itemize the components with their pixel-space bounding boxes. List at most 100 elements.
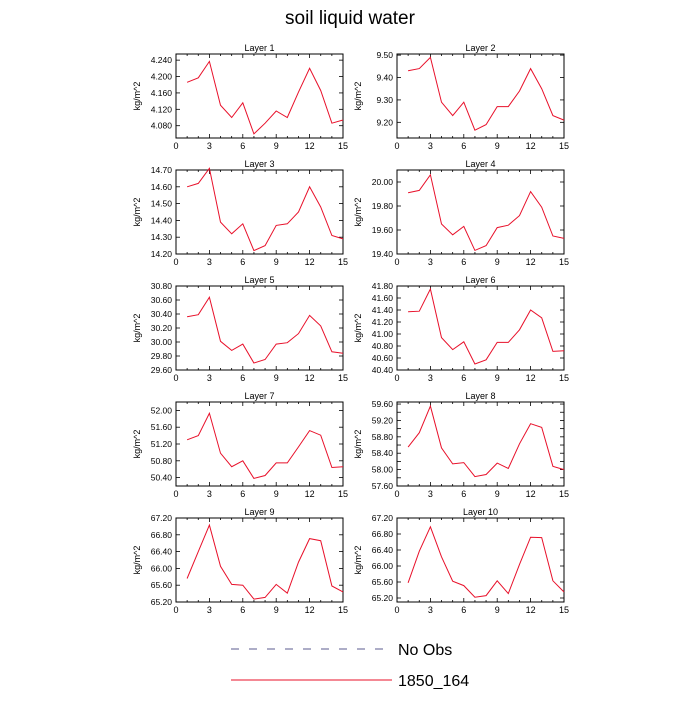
x-tick-label: 9	[495, 489, 500, 499]
panel-7: Layer 7 kg/m^2 0 3 6 9 12 15 50.40 50.80 51.20 51.6…	[132, 391, 348, 499]
y-tick-label: 14.40	[151, 215, 173, 225]
x-tick-label: 3	[428, 489, 433, 499]
series-line-1850_164	[407, 173, 565, 252]
y-tick-label: 4.120	[151, 104, 173, 114]
panel-frame	[175, 285, 344, 371]
x-tick-label: 6	[240, 605, 245, 615]
x-tick-label: 9	[495, 257, 500, 267]
series-line-1850_164	[186, 523, 344, 600]
y-tick-label: 57.60	[372, 481, 394, 491]
x-tick-label: 3	[428, 605, 433, 615]
x-tick-label: 0	[173, 373, 178, 383]
panel-9: Layer 9 kg/m^2 0 3 6 9 12 15 65.20 65.60 66.00 66.4…	[132, 507, 348, 615]
x-tick-label: 12	[526, 489, 536, 499]
y-tick-label: 30.00	[151, 337, 173, 347]
x-tick-label: 15	[338, 373, 348, 383]
x-tick-label: 15	[338, 489, 348, 499]
x-tick-label: 6	[461, 489, 466, 499]
y-tick-label: 66.80	[151, 530, 173, 540]
series-line-1850_164	[408, 56, 565, 131]
y-tick-label: 58.40	[372, 448, 394, 458]
y-tick-label: 41.60	[372, 293, 394, 303]
x-tick-label: 3	[207, 605, 212, 615]
y-tick-label: 58.80	[372, 432, 394, 442]
x-tick-label: 9	[274, 257, 279, 267]
x-tick-label: 3	[207, 141, 212, 151]
y-tick-label: 66.40	[151, 547, 173, 557]
x-tick-label: 6	[240, 373, 245, 383]
y-tick-label: 41.00	[372, 329, 394, 339]
panel-title: Layer 10	[463, 507, 498, 517]
y-tick-label: 51.60	[151, 422, 173, 432]
y-tick-label: 65.60	[372, 577, 394, 587]
panel-3: Layer 3 kg/m^2 0 3 6 9 12 15 14.20 14.30 14.40 14.5…	[132, 159, 348, 267]
panel-title: Layer 2	[465, 43, 495, 53]
x-tick-label: 3	[428, 373, 433, 383]
y-tick-label: 52.00	[151, 405, 173, 415]
y-tick-label: 41.20	[372, 317, 394, 327]
panel-8: Layer 8 kg/m^2 0 3 6 9 12 15 57.60 58.00 58.40 58.8…	[353, 391, 569, 499]
y-tick-label: 14.70	[151, 165, 173, 175]
x-tick-label: 0	[394, 373, 399, 383]
x-tick-label: 6	[461, 605, 466, 615]
series-line-1850_164	[186, 60, 344, 135]
x-tick-label: 6	[240, 257, 245, 267]
x-tick-label: 12	[526, 373, 536, 383]
panel-2: Layer 2 kg/m^2 0 3 6 9 12 15 9.20 9.30 9.40 9.50	[353, 43, 569, 151]
panel-frame	[396, 517, 565, 603]
y-tick-label: 19.80	[372, 201, 394, 211]
y-tick-label: 40.60	[372, 353, 394, 363]
y-tick-label: 30.80	[151, 281, 173, 291]
x-tick-label: 0	[173, 605, 178, 615]
x-tick-label: 15	[559, 141, 569, 151]
y-tick-label: 50.80	[151, 456, 173, 466]
y-tick-label: 29.60	[151, 365, 173, 375]
y-tick-label: 41.40	[372, 305, 394, 315]
x-tick-label: 9	[274, 373, 279, 383]
y-tick-label: 14.60	[151, 182, 173, 192]
x-tick-label: 15	[559, 373, 569, 383]
y-tick-label: 50.40	[151, 473, 173, 483]
y-axis-label: kg/m^2	[353, 198, 363, 227]
series-line-1850_164	[408, 287, 565, 365]
series-line-1850_164	[186, 167, 344, 252]
panel-title: Layer 5	[244, 275, 274, 285]
x-tick-label: 0	[394, 489, 399, 499]
y-tick-label: 59.60	[372, 399, 394, 409]
y-tick-label: 67.20	[151, 513, 173, 523]
x-tick-label: 12	[305, 373, 315, 383]
y-axis-label: kg/m^2	[132, 82, 142, 111]
y-tick-label: 58.00	[372, 465, 394, 475]
panel-frame	[175, 53, 344, 139]
x-tick-label: 9	[495, 605, 500, 615]
y-tick-label: 4.160	[151, 88, 173, 98]
legend: No Obs 1850_164	[231, 642, 469, 690]
y-tick-label: 29.80	[151, 351, 173, 361]
x-tick-label: 15	[559, 489, 569, 499]
y-tick-label: 4.200	[151, 72, 173, 82]
panel-1: Layer 1 kg/m^2 0 3 6 9 12 15 4.080 4.120 4.160 4.20…	[132, 43, 348, 151]
x-tick-label: 9	[495, 141, 500, 151]
panel-6: Layer 6 kg/m^2 0 3 6 9 12 15 40.40 40.60 40.80 41.0…	[353, 275, 569, 383]
x-tick-label: 12	[305, 141, 315, 151]
panel-frame	[396, 53, 565, 139]
x-tick-label: 12	[526, 605, 536, 615]
panel-title: Layer 8	[465, 391, 495, 401]
x-tick-label: 12	[526, 141, 536, 151]
y-axis-label: kg/m^2	[353, 82, 363, 111]
x-tick-label: 9	[274, 605, 279, 615]
series-line-1850_164	[186, 411, 344, 479]
y-tick-label: 14.20	[151, 249, 173, 259]
y-tick-label: 66.40	[372, 545, 394, 555]
x-tick-label: 0	[173, 141, 178, 151]
x-tick-label: 6	[461, 257, 466, 267]
legend-label: No Obs	[398, 642, 452, 659]
panel-4: Layer 4 kg/m^2 0 3 6 9 12 15 19.40 19.60 19.80 20.0…	[353, 159, 569, 267]
y-tick-label: 65.20	[151, 597, 173, 607]
y-tick-label: 9.40	[376, 73, 393, 83]
x-tick-label: 3	[428, 141, 433, 151]
x-tick-label: 6	[461, 373, 466, 383]
y-tick-label: 66.00	[151, 563, 173, 573]
